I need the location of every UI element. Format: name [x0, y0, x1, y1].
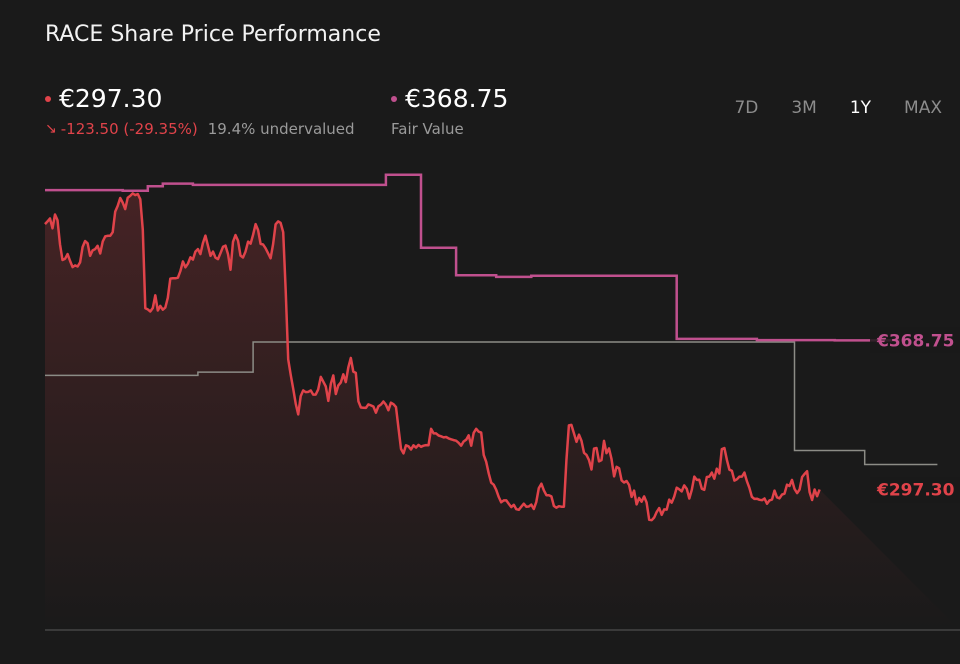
end-label-bg [870, 476, 960, 503]
fair-value-price: €368.75 [405, 84, 509, 113]
current-price: €297.30 [59, 84, 163, 113]
fair-value-dot-icon [391, 95, 397, 102]
arrow-down-right-icon: ↘ [45, 121, 57, 137]
range-3m[interactable]: 3M [791, 98, 817, 118]
fair-value-block: €368.75 Fair Value [391, 84, 508, 138]
chart-title: RACE Share Price Performance [45, 22, 381, 47]
price-line [44, 192, 821, 522]
valuation-text: 19.4% undervalued [207, 120, 355, 138]
analyst-target-line [45, 341, 938, 466]
end-label-text: €368.75 [876, 331, 954, 351]
end-label-text: €297.30 [876, 481, 955, 501]
end-label-fair_value: €368.75 [870, 327, 960, 354]
fair-value-line [45, 173, 900, 342]
fair-value-label: Fair Value [391, 120, 464, 138]
time-range-selector: 7D 3M 1Y MAX [701, 98, 942, 118]
end-label-price: €297.30 [870, 476, 960, 503]
range-max[interactable]: MAX [904, 98, 942, 118]
price-area [45, 193, 960, 630]
end-labels: €368.75 €297.30 [870, 327, 960, 503]
price-dot-icon [45, 95, 51, 102]
current-price-block: €297.30 ↘ -123.50 (-29.35%) 19.4% underv… [45, 84, 355, 138]
range-1y[interactable]: 1Y [849, 98, 872, 118]
price-change-text: -123.50 (-29.35%) [60, 120, 198, 138]
price-change: ↘ -123.50 (-29.35%) [45, 120, 198, 138]
end-label-bg [870, 327, 960, 354]
range-7d[interactable]: 7D [734, 98, 759, 118]
